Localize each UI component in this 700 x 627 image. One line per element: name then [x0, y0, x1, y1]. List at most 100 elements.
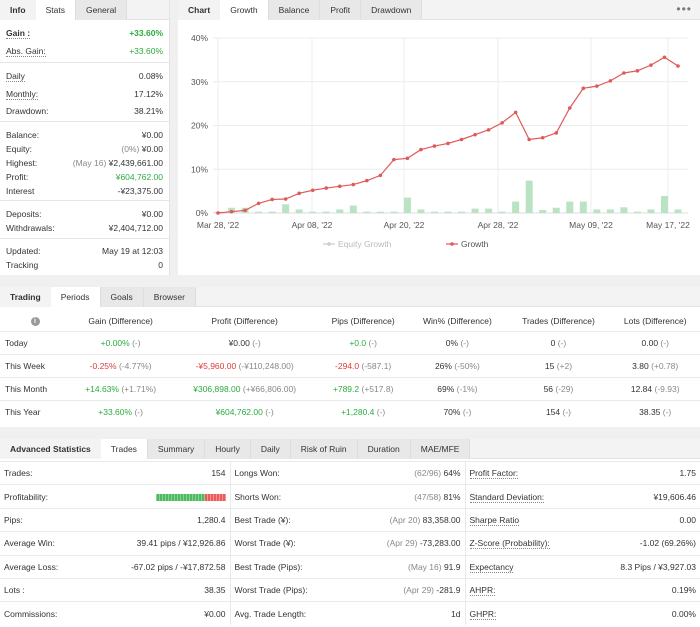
bar — [430, 211, 438, 213]
info-label: Equity: — [6, 144, 32, 154]
stat-note: (Apr 29) — [386, 538, 420, 549]
y-tick-label: 30% — [191, 77, 208, 87]
x-tick-label: Mar 28, '22 — [197, 220, 240, 230]
advanced-row: Average Loss: -67.02 pips / -¥17,872.58 Be… — [0, 554, 700, 579]
info-value: 0 — [158, 260, 163, 270]
info-row: Tracking 0 — [6, 258, 163, 272]
period-value: +0.0 — [349, 337, 367, 348]
ellipsis-icon[interactable]: ••• — [676, 2, 692, 16]
x-tick-label: Apr 08, '22 — [292, 220, 333, 230]
period-diff: (-¥110,248.00) — [236, 360, 294, 371]
period-cell: -0.25% (-4.77%) — [70, 353, 172, 377]
info-value: 38.21% — [134, 106, 163, 116]
stat-value-wrap: (May 16) 91.9 — [340, 554, 466, 579]
period-diff: (-) — [262, 406, 274, 417]
bar — [674, 209, 682, 213]
period-cell: +0.0 (-) — [318, 330, 409, 354]
stat-label: Sharpe Ratio — [465, 507, 587, 532]
tab-profit[interactable]: Profit — [320, 0, 362, 20]
tab-balance[interactable]: Balance — [268, 0, 321, 20]
period-diff: (-29) — [553, 383, 574, 394]
period-value: -¥5,960.00 — [195, 360, 237, 371]
period-diff: (-) — [658, 337, 669, 348]
tab-summary[interactable]: Summary — [147, 439, 206, 459]
stat-value: 81% — [443, 491, 461, 502]
tab-general[interactable]: General — [75, 0, 128, 20]
stat-label: Profit Factor: — [465, 460, 587, 485]
growth-point — [243, 208, 247, 213]
tab-risk-of-ruin[interactable]: Risk of Ruin — [290, 439, 358, 459]
tab-goals[interactable]: Goals — [100, 287, 144, 307]
period-label: This Week — [0, 353, 70, 377]
stat-value: 38.35 — [100, 577, 231, 602]
bar — [403, 197, 411, 213]
growth-point — [622, 71, 626, 75]
stat-value: -67.02 pips / -¥17,872.58 — [100, 554, 231, 579]
info-value-wrap: 0 — [158, 260, 163, 270]
info-separator — [0, 200, 169, 201]
growth-point — [270, 197, 274, 202]
growth-point — [405, 156, 410, 161]
x-tick-label: Apr 20, '22 — [384, 220, 425, 230]
stat-value: 0.00 — [586, 507, 700, 532]
period-value: -294.0 — [335, 360, 360, 371]
info-value-wrap: ¥0.00 — [142, 209, 163, 219]
period-diff: (-) — [374, 406, 386, 417]
bar — [539, 209, 547, 213]
stat-label: Worst Trade (Pips): — [230, 577, 340, 602]
info-icon[interactable]: i — [30, 317, 40, 327]
tab-mae-mfe[interactable]: MAE/MFE — [410, 439, 471, 459]
growth-point — [595, 84, 599, 88]
advanced-panel: Advanced Statistics Trades Summary Hourl… — [0, 439, 700, 627]
growth-point — [486, 128, 491, 132]
tab-daily[interactable]: Daily — [250, 439, 291, 459]
period-cell: 12.84 (-9.93) — [610, 376, 700, 400]
growth-point — [676, 64, 680, 68]
period-diff: (-4.77%) — [116, 360, 152, 371]
growth-point — [351, 182, 356, 187]
tab-drawdown[interactable]: Drawdown — [361, 0, 423, 20]
tab-info: Info — [0, 0, 36, 20]
info-separator — [0, 62, 169, 63]
tab-periods[interactable]: Periods — [50, 287, 101, 307]
period-label: Today — [0, 330, 70, 354]
info-label: Monthly: — [6, 88, 39, 100]
tab-browser[interactable]: Browser — [143, 287, 196, 307]
stat-label-text: Expectancy — [469, 561, 514, 573]
period-diff: (-587.1) — [359, 360, 392, 371]
period-cell: ¥306,898.00 (+¥66,806.00) — [171, 376, 319, 400]
stat-note: (Apr 20) — [389, 514, 423, 525]
info-row: Profit: ¥604,762.00 — [6, 170, 163, 184]
growth-point — [608, 79, 613, 83]
tab-hourly[interactable]: Hourly — [205, 439, 251, 459]
tab-duration[interactable]: Duration — [357, 439, 411, 459]
period-diff: (-) — [560, 406, 571, 417]
info-value: ¥0.00 — [141, 130, 163, 140]
advanced-row: Trades: 154 Longs Won: (62/96) 64% Profit Fa… — [0, 460, 700, 485]
growth-chart: 0% 10% 20% 30% 40% Mar 28, '22 Apr 08, '22 Apr … — [191, 33, 690, 249]
tab-growth[interactable]: Growth — [220, 0, 269, 20]
stat-note: (62/96) — [414, 468, 444, 479]
header-gain: Gain (Difference) — [88, 315, 153, 326]
stat-label: Average Win: — [0, 531, 100, 556]
period-value: 56 — [543, 383, 554, 394]
info-value-wrap: ¥2,404,712.00 — [109, 223, 163, 233]
tab-trades[interactable]: Trades — [100, 439, 148, 459]
tab-chart: Chart — [178, 0, 221, 20]
bar — [485, 208, 493, 213]
tab-stats[interactable]: Stats — [35, 0, 76, 20]
period-diff: (-) — [458, 337, 469, 348]
period-cell: +33.60% (-) — [70, 399, 172, 423]
growth-point — [432, 144, 437, 148]
period-cell: +14.63% (+1.71%) — [70, 376, 172, 400]
info-row: Deposits: ¥0.00 — [6, 207, 163, 221]
growth-point — [540, 135, 545, 140]
period-value: +0.00% — [100, 337, 130, 348]
advanced-row: Average Win: 39.41 pips / ¥12,926.86 Worst… — [0, 531, 700, 556]
period-value: 69% — [437, 383, 455, 394]
info-row: Updated: May 19 at 12:03 — [6, 244, 163, 258]
info-value-wrap: May 19 at 12:03 — [102, 246, 163, 256]
period-diff: (+2) — [554, 360, 573, 371]
growth-point — [567, 106, 572, 110]
bar — [309, 211, 317, 213]
